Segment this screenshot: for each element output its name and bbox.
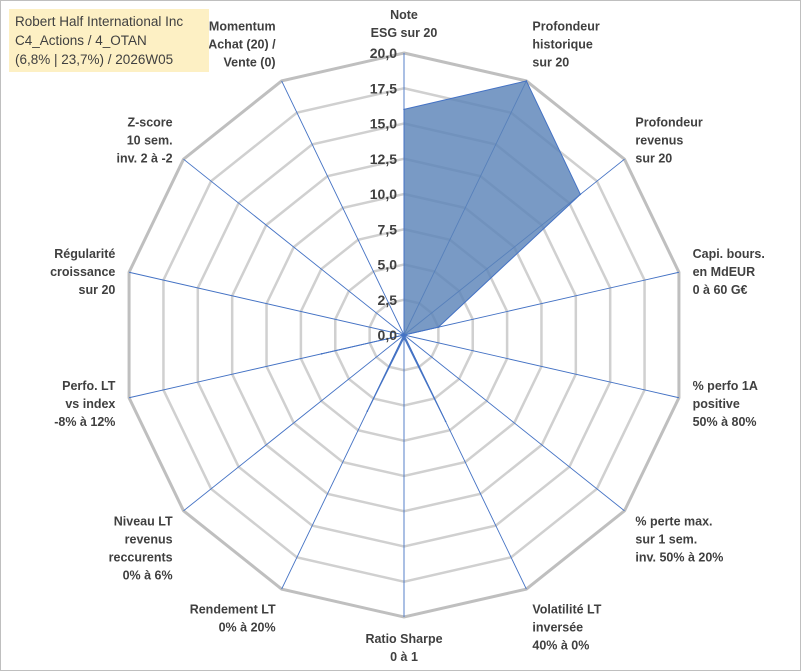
axis-label: Profondeur revenus sur 20	[635, 115, 702, 165]
axis-label: Niveau LT revenus reccurents 0% à 6%	[109, 515, 173, 583]
axis-label: % perte max. sur 1 sem. inv. 50% à 20%	[635, 515, 723, 565]
chart-title-box: Robert Half International Inc C4_Actions…	[9, 9, 209, 72]
series-point	[403, 337, 405, 339]
series-point	[525, 80, 528, 82]
tick-label: 12,5	[370, 151, 397, 167]
axis-label: % perfo 1A positive 50% à 80%	[693, 379, 758, 429]
tick-label: 5,0	[378, 257, 398, 273]
title-line-company: Robert Half International Inc	[15, 14, 184, 29]
title-line-category: C4_Actions / 4_OTAN	[15, 33, 147, 48]
series-area	[321, 80, 581, 422]
axis-label: Rendement LT 0% à 20%	[190, 603, 276, 635]
tick-label: 15,0	[370, 116, 397, 132]
tick-label: 10,0	[370, 186, 397, 202]
axis-label: Profondeur historique sur 20	[532, 19, 599, 69]
series-point	[403, 334, 405, 336]
series-point	[444, 420, 447, 423]
axis-spoke	[183, 158, 405, 336]
axis-spoke	[403, 334, 625, 512]
axis-label: Momentum Achat (20) / Vente (0)	[208, 19, 276, 69]
axis-label: Volatilité LT inversée 40% à 0%	[532, 603, 601, 653]
axis-spoke	[183, 334, 405, 512]
axis-spoke	[281, 80, 405, 336]
axis-spoke	[128, 271, 405, 336]
axis-label: Régularité croissance sur 20	[50, 247, 115, 297]
axis-spoke	[403, 271, 680, 336]
title-line-stats: (6,8% | 23,7%) / 2026W05	[15, 52, 174, 67]
series-point	[437, 326, 440, 328]
radar-axis-labels: Note ESG sur 20 Profondeur historique sur 20…	[50, 8, 765, 664]
tick-label: 0,0	[378, 327, 398, 343]
series-point	[320, 353, 323, 355]
axis-label: Note ESG sur 20	[371, 8, 438, 40]
radar-tick-labels: 0,0 2,5 5,0 7,5 10,0 12,5 15,0 17,5 20,0	[370, 45, 397, 343]
radar-series	[320, 80, 582, 423]
axis-spoke	[403, 334, 680, 399]
tick-label: 7,5	[378, 221, 398, 237]
series-point	[579, 193, 582, 196]
series-point	[403, 108, 405, 111]
tick-label: 20,0	[370, 45, 397, 61]
axis-label: Z-score 10 sem. inv. 2 à -2	[117, 115, 173, 165]
tick-label: 2,5	[378, 292, 398, 308]
axis-label: Perfo. LT vs index -8% à 12%	[54, 379, 116, 429]
series-point	[366, 410, 369, 413]
tick-label: 17,5	[370, 80, 397, 96]
axis-label: Ratio Sharpe 0 à 1	[365, 632, 442, 664]
axis-label: Capi. bours. en MdEUR 0 à 60 G€	[693, 247, 765, 297]
